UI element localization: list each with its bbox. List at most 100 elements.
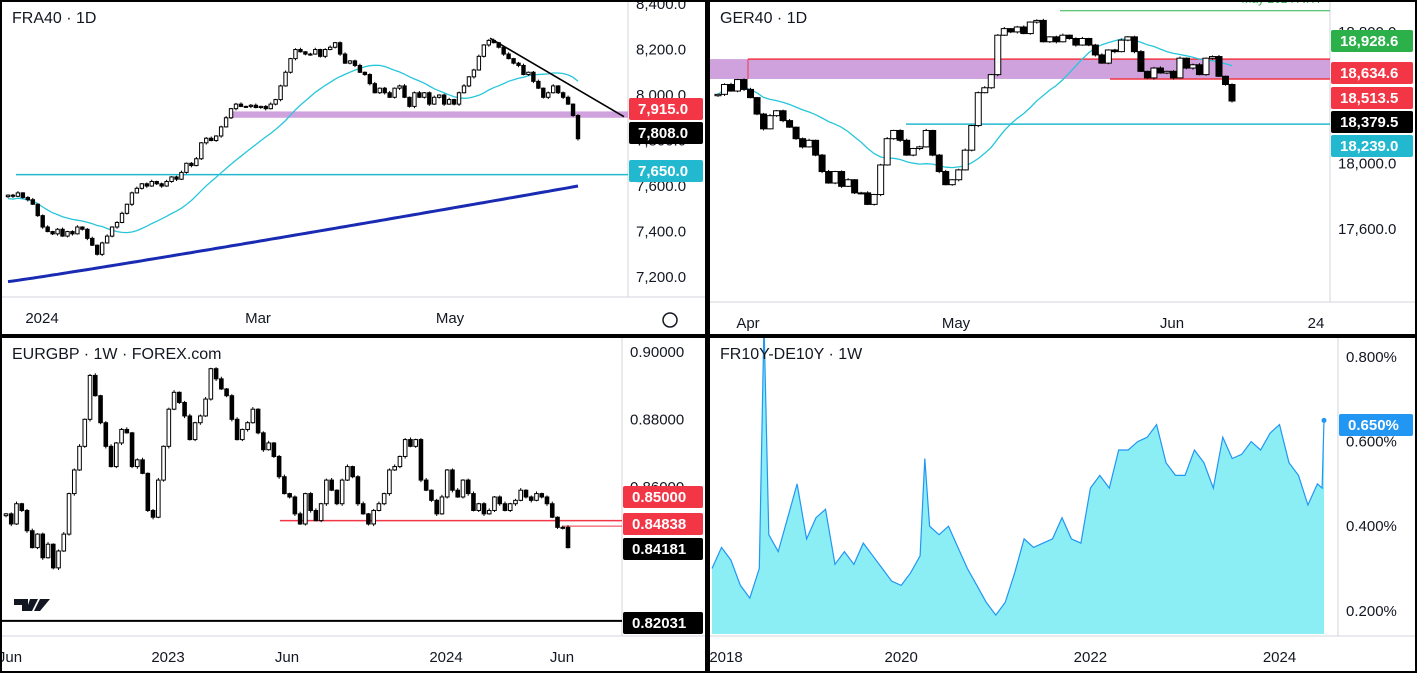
candle (451, 99, 457, 105)
candle (909, 148, 917, 156)
candle (218, 126, 224, 137)
pane-ger40[interactable]: 18,800.018,000.017,600.0AprMayJun24May 2… (710, 2, 1415, 334)
candle (144, 183, 149, 187)
candle (1143, 70, 1151, 79)
candle (287, 493, 292, 498)
candle (422, 92, 427, 98)
pane-fr-de-spread[interactable]: 0.800% 0.600% 0.400% 0.200% 2018 2020 2022 2024… (710, 338, 1415, 671)
candle (1039, 19, 1047, 43)
candle (916, 146, 924, 150)
candle (456, 92, 462, 105)
candle (1208, 56, 1216, 59)
candle (208, 368, 214, 400)
candle (114, 221, 120, 228)
candle (371, 509, 376, 525)
candle (99, 242, 105, 255)
pane-eurgbp[interactable]: 0.900000.880000.86000Jun2023Jun2024Jun0.… (2, 338, 705, 671)
spread-area (712, 338, 1324, 634)
candle (838, 171, 846, 187)
x-tick-label: Apr (736, 315, 759, 332)
candle (518, 489, 524, 501)
pane-fra40[interactable]: 8,400.08,200.08,000.07,800.07,600.07,400… (2, 2, 705, 334)
price-tag-box (623, 612, 703, 634)
candle (255, 408, 261, 434)
candle (486, 39, 491, 46)
candle (298, 49, 303, 53)
price-tag: 7,915.0 (629, 98, 703, 120)
candle (50, 231, 55, 235)
candle (560, 526, 566, 529)
candle (248, 104, 254, 107)
candle (942, 171, 950, 186)
pane-title: FRA40 · 1D (12, 10, 97, 27)
candle (747, 88, 755, 99)
candle (523, 489, 529, 498)
settings-icon[interactable] (662, 312, 678, 328)
candle (429, 489, 434, 501)
candle (293, 49, 298, 60)
candle (1052, 36, 1060, 43)
candle (308, 53, 313, 56)
candle (109, 226, 115, 237)
candle (1202, 57, 1210, 76)
price-tag-box (1331, 111, 1413, 133)
candle (339, 479, 345, 505)
candle (476, 503, 482, 511)
candle (734, 79, 742, 92)
candle (412, 92, 417, 107)
candle (844, 179, 852, 187)
x-tick-label: Jun (275, 649, 299, 666)
price-tag: 0.84181 (623, 538, 703, 560)
candle (357, 64, 363, 73)
candle (439, 496, 445, 515)
price-tag-label: 0.84838 (632, 516, 686, 533)
candle (134, 187, 140, 194)
price-tag-label: 18,379.5 (1340, 114, 1398, 131)
candle (392, 87, 397, 98)
price-tag-label: 18,513.5 (1340, 90, 1398, 107)
price-tag-box (1331, 62, 1413, 84)
candle (818, 154, 826, 173)
price-tag-label: 0.650% (1348, 417, 1399, 434)
candle (786, 120, 794, 128)
x-tick-label: 2024 (25, 310, 58, 327)
candle (501, 46, 506, 55)
candle (145, 472, 151, 511)
candle (460, 479, 466, 498)
trendline (489, 37, 625, 118)
candle (565, 526, 571, 549)
candle (223, 117, 229, 128)
candle (292, 496, 298, 515)
price-tag-label: 18,634.6 (1340, 65, 1398, 82)
candle (1215, 56, 1223, 77)
candle (313, 509, 319, 522)
candle (727, 83, 735, 92)
resistance-zone (710, 59, 1330, 79)
candle (1117, 39, 1125, 53)
candle (417, 92, 422, 98)
candle (387, 92, 392, 98)
candle (1020, 26, 1028, 35)
candle (541, 87, 546, 98)
candle (407, 96, 412, 107)
candle (60, 228, 65, 237)
price-tag-box (623, 486, 703, 508)
candle (250, 408, 256, 424)
candle (238, 103, 244, 107)
candle (1137, 51, 1145, 72)
candle (5, 194, 11, 198)
candle (507, 503, 513, 511)
candle (521, 64, 526, 76)
candle (1111, 49, 1119, 53)
candle (1176, 57, 1184, 79)
candle (209, 137, 214, 142)
x-tick-label: 2020 (884, 649, 917, 666)
candle (812, 139, 820, 156)
candle (253, 104, 259, 109)
y-tick-label: 17,600.0 (1338, 221, 1396, 238)
candle (199, 142, 204, 160)
candle (98, 395, 103, 424)
ma20-line (7, 64, 579, 234)
candle (779, 110, 787, 122)
candle (792, 126, 800, 140)
